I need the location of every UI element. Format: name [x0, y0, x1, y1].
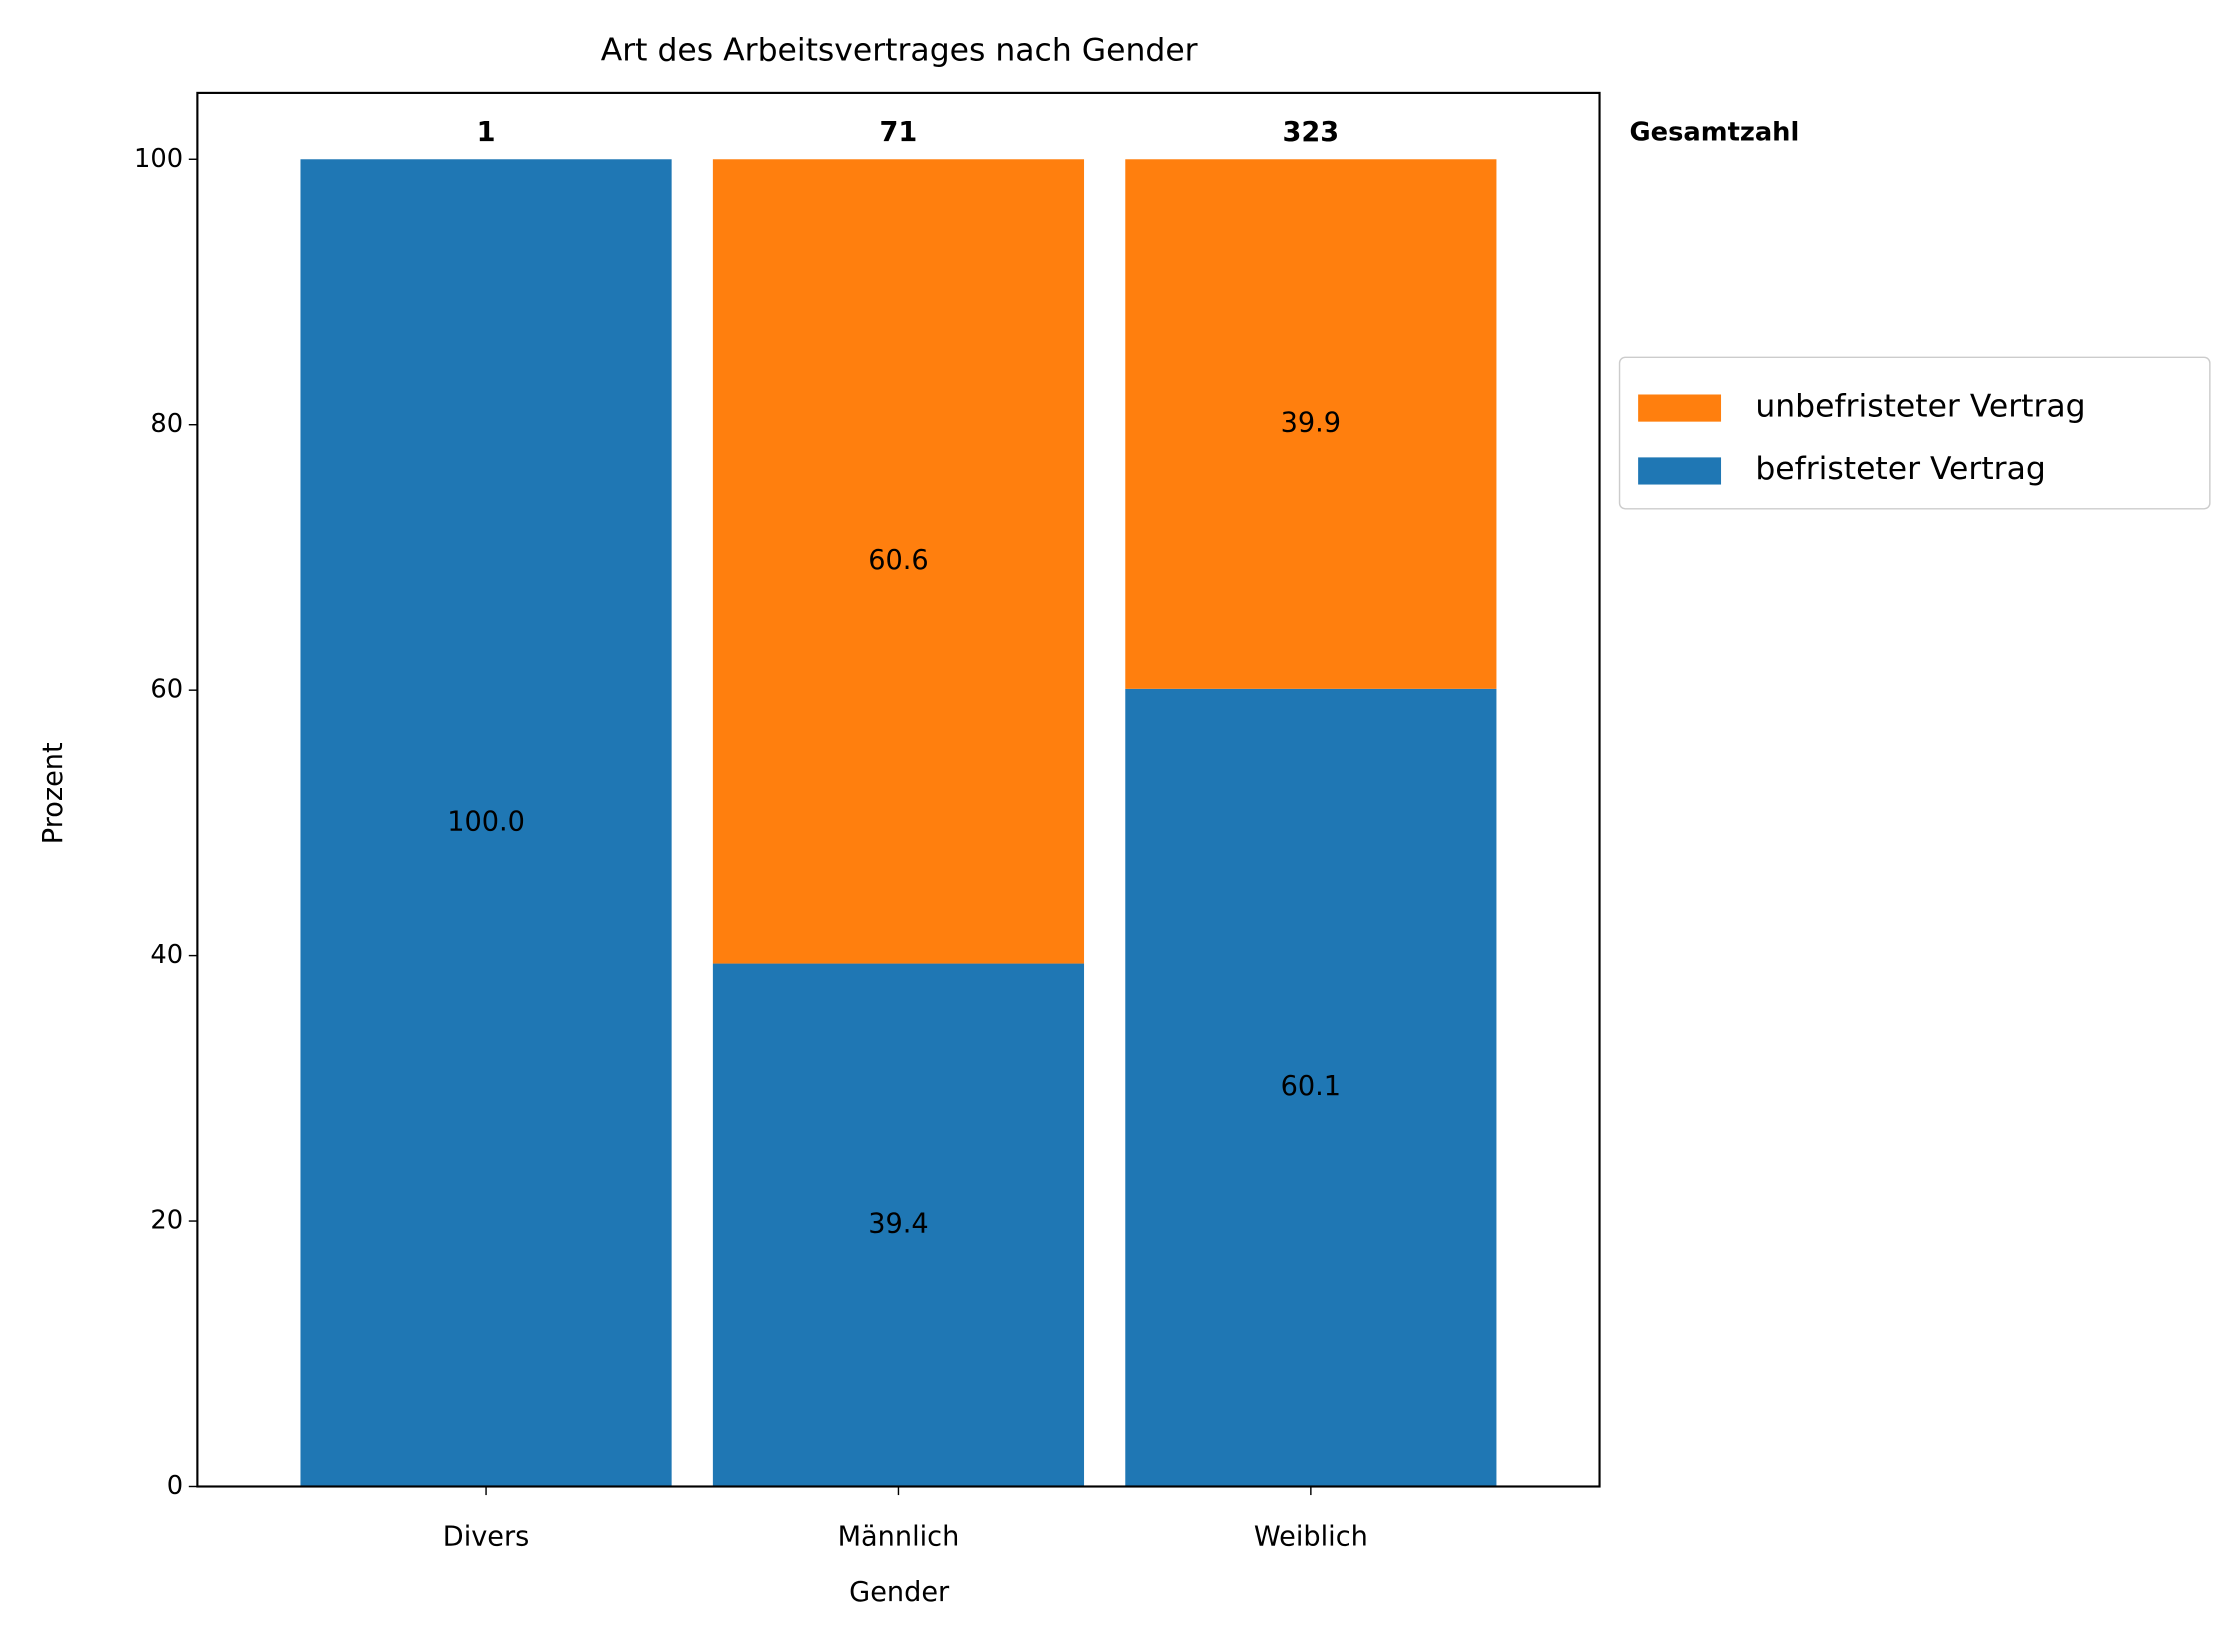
bar-segment	[300, 159, 672, 1487]
y-tick-label: 80	[150, 409, 183, 439]
x-axis-label: Gender	[849, 1577, 950, 1608]
value-label: 60.6	[868, 545, 928, 576]
total-label: 71	[880, 117, 918, 148]
value-label: 100.0	[447, 806, 525, 837]
legend-label: befristeter Vertrag	[1755, 451, 2045, 487]
x-tick-label: Divers	[443, 1521, 530, 1552]
value-label: 60.1	[1281, 1071, 1341, 1102]
legend-box	[1618, 356, 2211, 510]
bar-segment	[712, 963, 1085, 1487]
y-tick-label: 100	[134, 144, 183, 174]
value-label: 39.9	[1281, 408, 1341, 439]
chart-title: Art des Arbeitsvertrages nach Gender	[601, 32, 1198, 68]
legend-swatch	[1638, 394, 1722, 422]
total-label: 1	[477, 117, 496, 148]
y-tick-label: 60	[150, 675, 183, 705]
y-tick-label: 20	[150, 1206, 183, 1236]
bar-segment	[1125, 688, 1497, 1487]
value-label: 39.4	[868, 1209, 928, 1240]
legend-swatch	[1638, 457, 1722, 485]
x-tick-label: Männlich	[838, 1521, 960, 1552]
total-label: 323	[1283, 117, 1340, 148]
y-tick-label: 0	[167, 1471, 183, 1501]
bar-segment	[1125, 159, 1497, 689]
legend-label: unbefristeter Vertrag	[1755, 388, 2085, 424]
y-axis-label: Prozent	[38, 742, 69, 844]
x-tick-label: Weiblich	[1254, 1521, 1368, 1552]
bar-segment	[712, 159, 1085, 964]
totals-label: Gesamtzahl	[1630, 117, 1800, 147]
plot-frame	[196, 91, 1601, 1488]
y-tick-label: 40	[150, 940, 183, 970]
